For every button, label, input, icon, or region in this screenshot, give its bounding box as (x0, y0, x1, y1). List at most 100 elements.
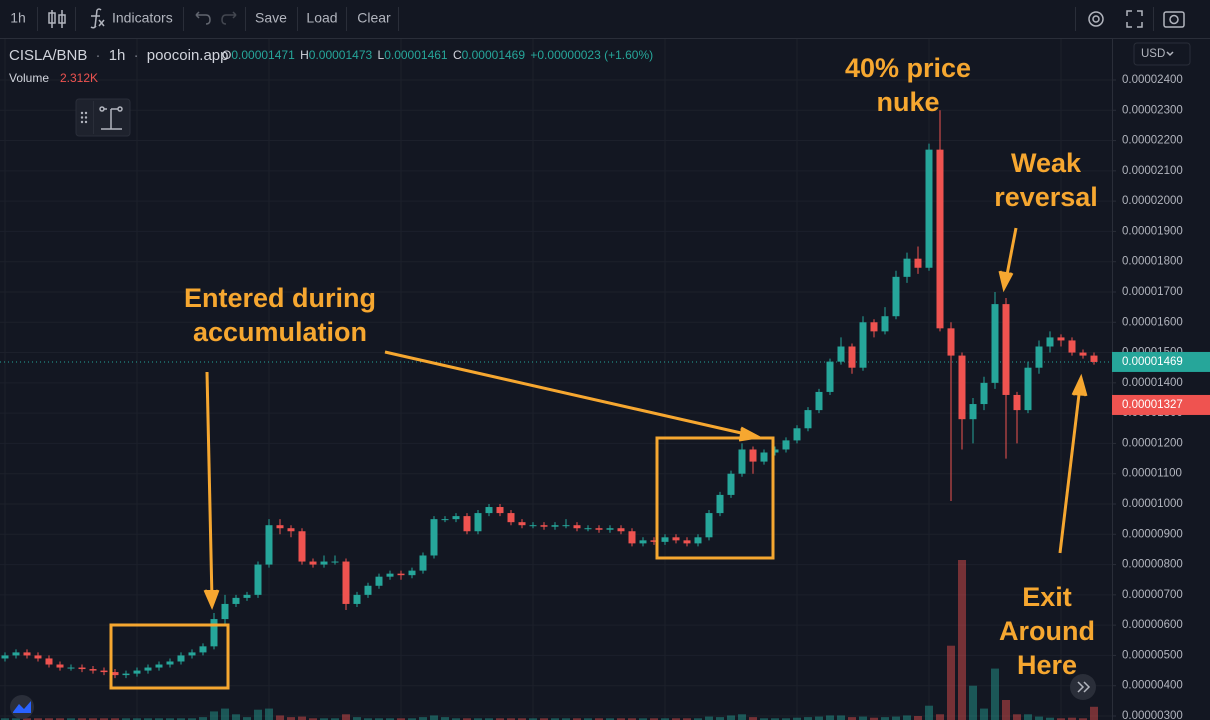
candle-body (1002, 304, 1010, 395)
price-scale: 0.00000300 0.00000400 0.00000500 0.00000600… (1112, 39, 1210, 720)
candle-body (496, 507, 504, 514)
volume-bar (452, 718, 460, 720)
redo-button[interactable] (221, 11, 237, 25)
volume-bar (386, 718, 394, 720)
volume-bar (122, 718, 130, 720)
volume-bar (1057, 718, 1065, 720)
candle-body (584, 528, 592, 530)
candle-body (474, 513, 482, 532)
candle-body (628, 531, 636, 544)
candle-body (463, 516, 471, 532)
y-tick-label: 0.00001800 (1122, 256, 1183, 268)
volume-bar (881, 717, 889, 720)
currency-selector[interactable]: USD (1133, 42, 1191, 66)
volume-bar (133, 718, 141, 720)
volume-bar (683, 718, 691, 720)
volume-bar (287, 717, 295, 720)
candle-body (243, 594, 251, 598)
y-tick-label: 0.00001700 (1122, 286, 1183, 298)
volume-bar (155, 718, 163, 720)
volume-bar (848, 717, 856, 720)
volume-bar (34, 718, 42, 720)
arrow (998, 227, 1018, 293)
candle-body (397, 573, 405, 576)
toolbar: 1h Indicators Save Load Clear (0, 0, 1210, 39)
indicators-icon (90, 8, 105, 29)
highlight-box (109, 623, 230, 690)
candle-body (595, 528, 603, 530)
candle-body (617, 528, 625, 532)
volume-bar (408, 718, 416, 720)
volume-bar (1046, 717, 1054, 720)
candle-body (551, 525, 559, 527)
annotations: 40% price nuke Weak reversal Entered dur… (109, 53, 1098, 690)
y-tick-label: 0.00002300 (1122, 104, 1183, 116)
price-label: 0.00001327 (1122, 399, 1183, 411)
candle-body (122, 673, 130, 676)
candle-body (1068, 340, 1076, 353)
settings-button[interactable] (1088, 11, 1104, 27)
volume-bar (243, 717, 251, 720)
chart-style-button[interactable] (48, 10, 66, 28)
volume-bar (969, 685, 977, 720)
volume-bars (1, 560, 1098, 720)
candle-body (771, 449, 779, 453)
interval-button[interactable]: 1h (10, 10, 26, 26)
high-value: 0.00001473 (309, 48, 373, 62)
candle-body (221, 603, 229, 620)
y-tick-label: 0.00001900 (1122, 225, 1183, 237)
candle-body (804, 410, 812, 429)
volume-bar (309, 718, 317, 720)
candle-body (793, 428, 801, 441)
volume-bar (694, 718, 702, 720)
candle-body (353, 594, 361, 604)
candle-body (859, 322, 867, 368)
snapshot-button[interactable] (1163, 11, 1185, 28)
candle-body (727, 473, 735, 495)
volume-bar (254, 709, 262, 720)
volume-bar (430, 715, 438, 720)
low-value: 0.00001461 (384, 48, 448, 62)
candle-body (672, 537, 680, 541)
y-tick-label: 0.00000500 (1122, 649, 1183, 661)
candle-body (903, 258, 911, 277)
volume-bar (837, 715, 845, 720)
volume-bar (661, 718, 669, 720)
source: poocoin.app (147, 47, 229, 64)
currency-label: USD (1141, 48, 1165, 60)
candle-body (892, 276, 900, 317)
candle-body (848, 346, 856, 368)
candle-body (485, 507, 493, 514)
volume-bar (914, 716, 922, 720)
candle-body (1024, 367, 1032, 411)
candle-body (1057, 337, 1065, 341)
clear-button[interactable]: Clear (357, 10, 391, 26)
y-tick-label: 0.00000600 (1122, 619, 1183, 631)
candle-body (287, 528, 295, 532)
volume-bar (947, 645, 955, 720)
volume-bar (364, 718, 372, 720)
candle-body (958, 355, 966, 420)
volume-bar (903, 715, 911, 720)
volume-bar (1002, 700, 1010, 720)
interval: 1h (109, 47, 126, 64)
candle-body (870, 322, 878, 332)
volume-bar (342, 714, 350, 720)
candle-body (45, 658, 53, 665)
annotation-text: 40% price (845, 53, 971, 83)
undo-button[interactable] (195, 11, 211, 25)
volume-bar (617, 718, 625, 720)
volume-bar (815, 716, 823, 720)
load-button[interactable]: Load (306, 10, 337, 26)
indicators-button[interactable]: Indicators (112, 10, 173, 26)
candle-body (254, 564, 262, 595)
volume-bar (375, 718, 383, 720)
candle-body (1090, 355, 1098, 362)
candles (1, 110, 1098, 679)
legend: CISLA/BNB · 1h · poocoin.app O0.00001471… (9, 47, 653, 137)
volume-bar (221, 708, 229, 720)
drawing-tool-widget[interactable] (75, 98, 131, 137)
fullscreen-button[interactable] (1126, 10, 1143, 28)
candle-body (177, 655, 185, 662)
save-button[interactable]: Save (255, 10, 287, 26)
